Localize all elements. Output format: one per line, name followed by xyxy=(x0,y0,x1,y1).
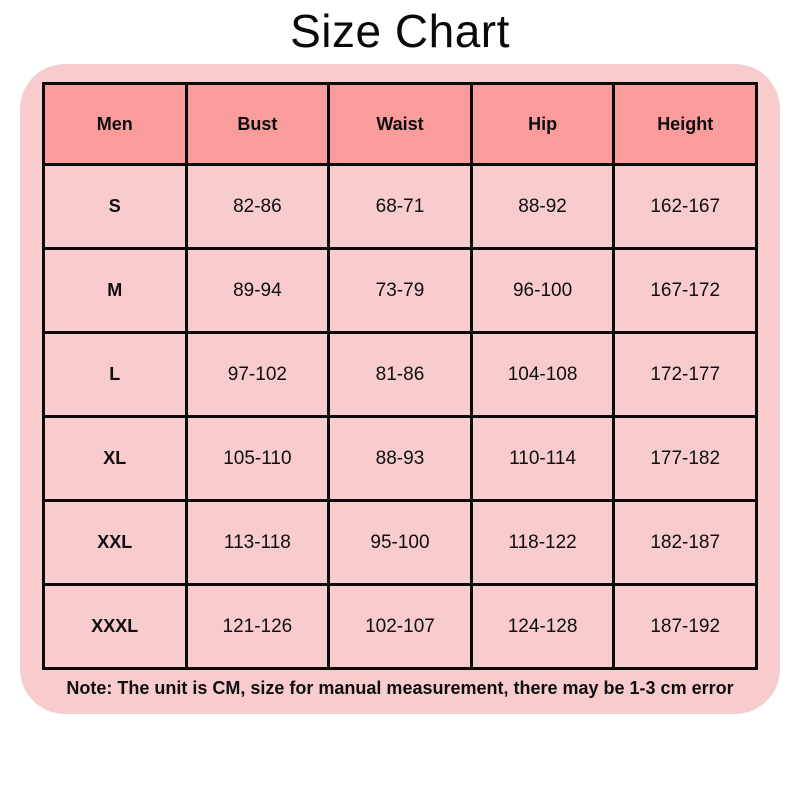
waist-cell: 102-107 xyxy=(327,583,473,670)
bust-cell: 121-126 xyxy=(184,583,331,670)
header-cell-bust: Bust xyxy=(184,82,331,166)
hip-cell: 110-114 xyxy=(469,415,616,502)
table-row-m: M 89-94 73-79 96-100 167-172 xyxy=(42,247,758,334)
header-cell-waist: Waist xyxy=(327,82,473,166)
size-cell: M xyxy=(42,247,188,334)
size-chart-panel: Men Bust Waist Hip Height S 82-86 68-71 … xyxy=(20,64,780,714)
hip-cell: 118-122 xyxy=(469,499,616,586)
bust-cell: 89-94 xyxy=(184,247,331,334)
hip-cell: 96-100 xyxy=(469,247,616,334)
hip-cell: 88-92 xyxy=(469,163,616,250)
height-cell: 162-167 xyxy=(612,163,758,250)
height-cell: 177-182 xyxy=(612,415,758,502)
table-row-s: S 82-86 68-71 88-92 162-167 xyxy=(42,163,758,250)
size-cell: S xyxy=(42,163,188,250)
hip-cell: 104-108 xyxy=(469,331,616,418)
bust-cell: 82-86 xyxy=(184,163,331,250)
size-cell: XXL xyxy=(42,499,188,586)
header-cell-height: Height xyxy=(612,82,758,166)
table-row-xxxl: XXXL 121-126 102-107 124-128 187-192 xyxy=(42,583,758,670)
bust-cell: 97-102 xyxy=(184,331,331,418)
measurement-note: Note: The unit is CM, size for manual me… xyxy=(66,678,734,698)
header-cell-men: Men xyxy=(42,82,188,166)
size-cell: XL xyxy=(42,415,188,502)
waist-cell: 88-93 xyxy=(327,415,473,502)
header-cell-hip: Hip xyxy=(469,82,616,166)
waist-cell: 81-86 xyxy=(327,331,473,418)
height-cell: 172-177 xyxy=(612,331,758,418)
hip-cell: 124-128 xyxy=(469,583,616,670)
height-cell: 187-192 xyxy=(612,583,758,670)
height-cell: 182-187 xyxy=(612,499,758,586)
table-row-xxl: XXL 113-118 95-100 118-122 182-187 xyxy=(42,499,758,586)
height-cell: 167-172 xyxy=(612,247,758,334)
bust-cell: 113-118 xyxy=(184,499,331,586)
size-cell: XXXL xyxy=(42,583,188,670)
bust-cell: 105-110 xyxy=(184,415,331,502)
waist-cell: 73-79 xyxy=(327,247,473,334)
waist-cell: 95-100 xyxy=(327,499,473,586)
page-title: Size Chart xyxy=(290,5,510,57)
waist-cell: 68-71 xyxy=(327,163,473,250)
size-cell: L xyxy=(42,331,188,418)
header-row: Men Bust Waist Hip Height xyxy=(42,82,758,166)
table-row-xl: XL 105-110 88-93 110-114 177-182 xyxy=(42,415,758,502)
table-row-l: L 97-102 81-86 104-108 172-177 xyxy=(42,331,758,418)
size-table: Men Bust Waist Hip Height S 82-86 68-71 … xyxy=(42,82,758,670)
